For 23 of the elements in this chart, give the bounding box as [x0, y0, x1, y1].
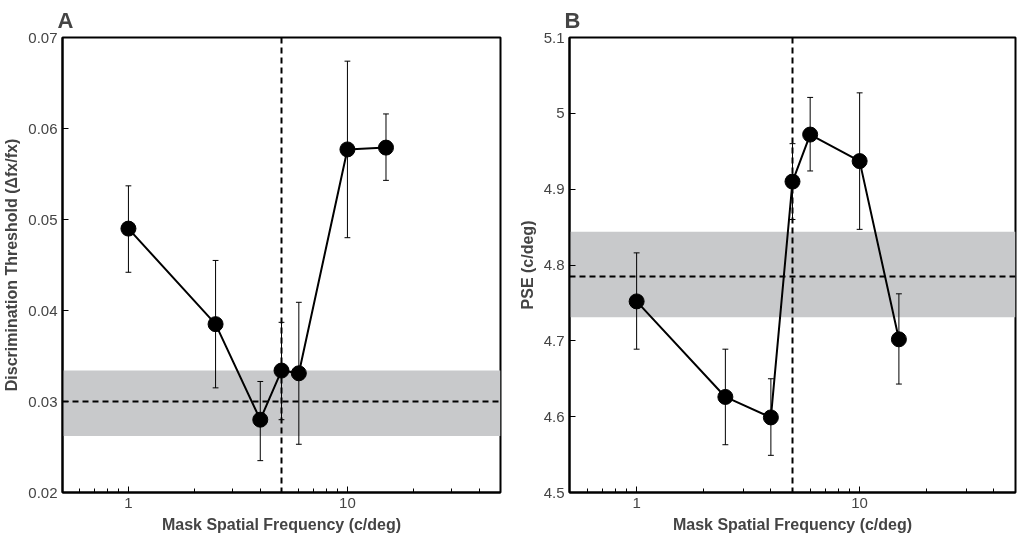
y-tick-label: 0.02 — [28, 483, 58, 501]
x-tick-label: 10 — [851, 493, 868, 511]
y-axis-title: Discrimination Threshold (Δfx/fx) — [3, 138, 21, 392]
chart-title: A — [57, 7, 74, 33]
y-tick-label: 0.03 — [28, 392, 58, 410]
y-tick-label: 5 — [556, 104, 565, 122]
x-tick-label: 10 — [339, 493, 356, 511]
y-tick-label: 0.05 — [28, 210, 58, 228]
x-tick-label: 1 — [632, 493, 641, 511]
y-axis-title: PSE (c/deg) — [518, 220, 536, 310]
x-tick-label: 1 — [124, 493, 133, 511]
y-tick-label: 4.5 — [543, 483, 565, 501]
chart-title: B — [564, 7, 581, 33]
y-tick-label: 4.9 — [543, 180, 565, 198]
y-tick-label: 0.07 — [28, 28, 58, 46]
y-tick-label: 4.8 — [543, 256, 565, 273]
y-tick-label: 4.6 — [543, 407, 565, 425]
y-tick-label: 4.7 — [543, 331, 565, 349]
x-axis-title: Mask Spatial Frequency (c/deg) — [161, 515, 402, 533]
y-tick-label: 5.1 — [543, 28, 565, 46]
y-tick-label: 0.06 — [28, 119, 58, 137]
x-axis-title: Mask Spatial Frequency (c/deg) — [672, 515, 913, 533]
y-tick-label: 0.04 — [28, 301, 58, 319]
